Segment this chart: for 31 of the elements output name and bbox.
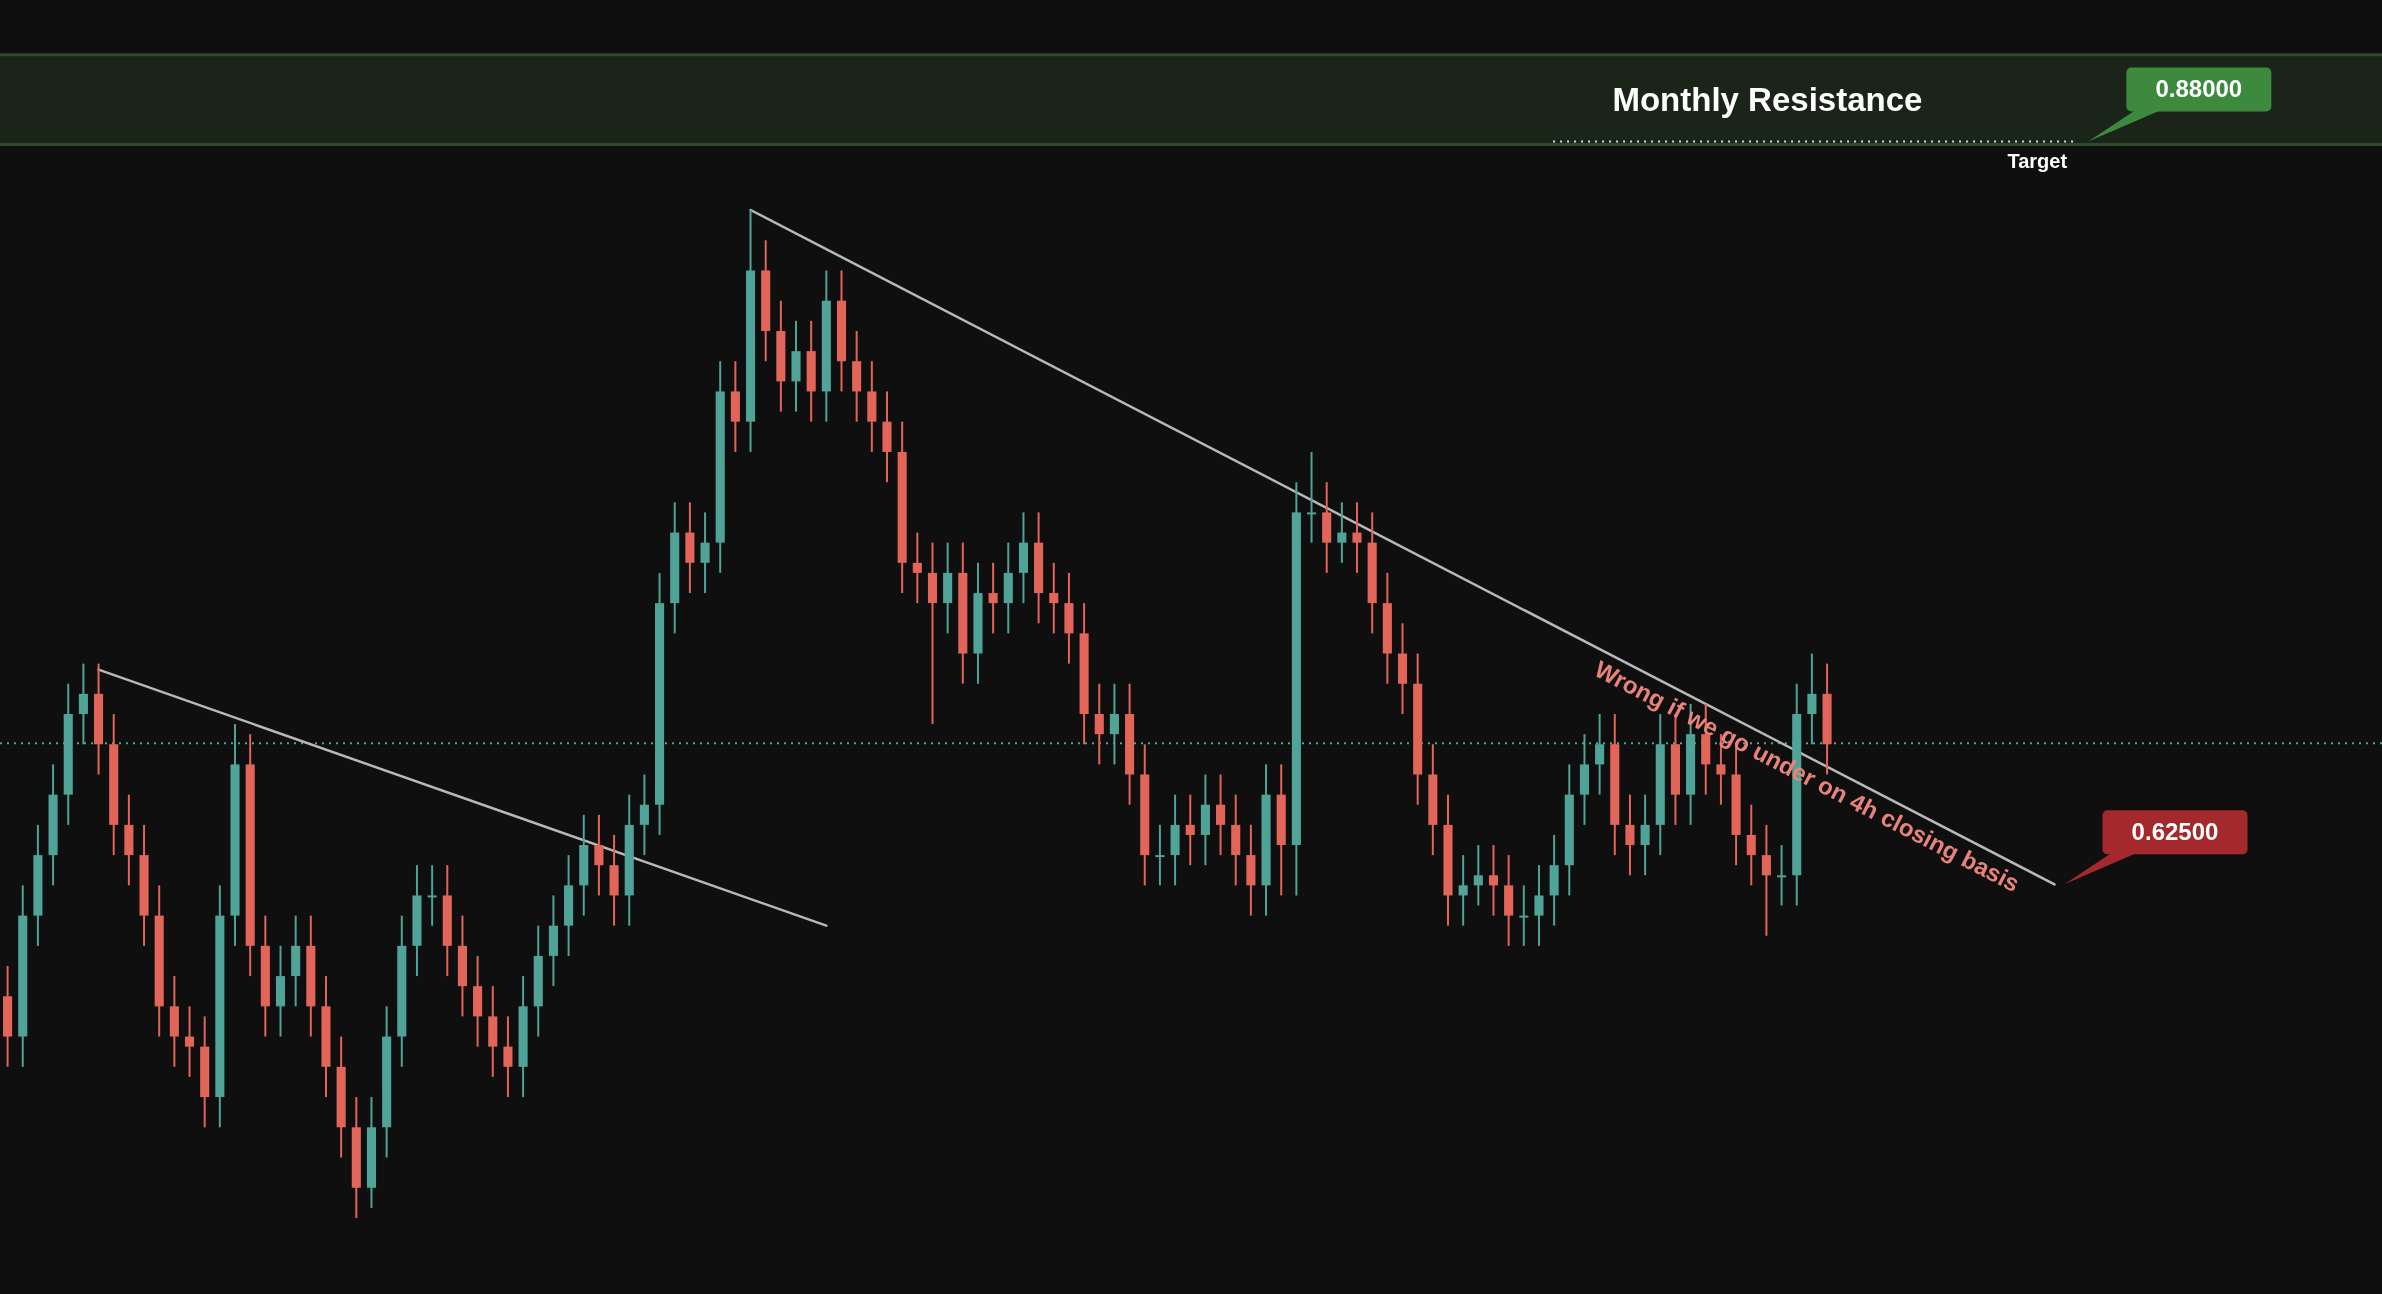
candlestick	[1216, 773, 1226, 857]
candlestick	[1458, 854, 1468, 927]
candlestick	[1761, 823, 1771, 937]
candlestick	[988, 561, 998, 635]
candlestick	[1094, 682, 1104, 766]
candlestick	[594, 813, 604, 897]
text: 0.62500	[2131, 818, 2219, 846]
candlestick	[503, 1015, 513, 1099]
candlestick	[1519, 884, 1529, 947]
band-label: Monthly Resistance	[1612, 80, 1923, 118]
candlestick	[1109, 682, 1119, 766]
candlestick	[1337, 501, 1347, 564]
candlestick	[912, 531, 922, 605]
candlestick	[1049, 561, 1059, 635]
candlestick	[1534, 864, 1544, 947]
annotation: 0.88000	[2155, 75, 2243, 103]
candlestick	[1777, 844, 1787, 907]
candlestick	[700, 511, 710, 595]
candlestick	[1352, 501, 1362, 574]
candlestick	[1185, 793, 1195, 867]
candlestick	[1625, 793, 1635, 877]
candlestick	[1746, 803, 1756, 887]
ref-line-label: Target	[2007, 150, 2068, 173]
candlestick	[1640, 793, 1650, 877]
candlestick	[1306, 450, 1317, 544]
candlestick	[427, 864, 437, 927]
candlestick	[1488, 844, 1499, 917]
candlestick	[184, 1005, 195, 1078]
candlestick	[1473, 844, 1483, 907]
candlestick	[639, 773, 649, 857]
candlestick	[1155, 823, 1165, 887]
